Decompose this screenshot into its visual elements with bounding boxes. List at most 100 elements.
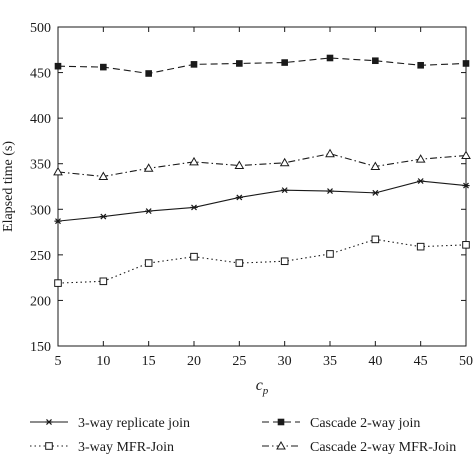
data-point [371,235,380,244]
y-tick-label: 450 [30,67,51,82]
x-axis-label: cp [256,377,269,397]
data-point-stroke [236,194,243,201]
data-point [190,204,198,211]
data-point [190,252,198,261]
x-axis-label-main: c [256,377,263,394]
legend-label: Cascade 2-way MFR-Join [310,440,456,455]
plot-frame [57,26,467,347]
y-tick-label: 350 [30,158,51,173]
legend-marker [277,418,285,426]
series-line [57,153,467,178]
legend-marker [276,440,286,450]
data-point [462,241,470,249]
data-point-stroke [281,187,288,194]
series-line [57,180,467,222]
series-1 [54,178,470,225]
x-tick-label: 50 [459,354,473,369]
legend-item: Cascade 2-way join [262,416,420,431]
x-tick-label: 30 [278,354,292,369]
legend-label: Cascade 2-way join [310,416,420,431]
data-point-stroke [191,204,197,211]
y-axis: 150 200 250 300 350 400 450 500 [30,21,466,355]
plot-area [57,26,467,347]
data-point [100,63,107,71]
legend-marker [45,419,53,425]
data-point [461,150,471,160]
x-tick-label: 10 [96,354,110,369]
data-point-stroke [463,182,469,189]
y-tick-label: 500 [30,21,51,36]
data-point [372,57,379,65]
x-tick-label: 15 [142,354,156,369]
data-point-stroke [100,213,107,220]
data-point [54,62,62,70]
data-point [417,61,424,69]
data-point [279,157,290,167]
data-point [190,61,198,68]
data-point [53,166,63,176]
data-point [234,160,245,170]
data-point [144,259,153,267]
x-axis-label-sub: p [262,385,269,397]
series-4 [53,148,471,180]
y-tick-label: 400 [30,112,51,127]
data-point [99,213,107,220]
y-axis-label: Elapsed time (s) [1,141,16,232]
data-point [189,156,199,166]
series-layer [53,54,471,287]
legend: 3-way replicate join Cascade 2-way join 3-… [30,416,456,455]
data-point [462,60,470,67]
legend-item: Cascade 2-way MFR-Join [262,440,456,455]
data-point [99,277,108,286]
data-point-stroke [327,188,333,195]
data-point [326,250,334,258]
data-point-stroke [145,208,152,215]
data-point [326,188,334,195]
data-point-stroke [372,189,379,196]
x-tick-label: 5 [55,354,62,369]
data-point [236,60,243,67]
data-point [143,163,154,172]
data-point [145,208,153,215]
data-point [415,154,426,163]
y-tick-label: 300 [30,203,51,218]
legend-label: 3-way replicate join [78,416,190,431]
data-point [98,171,109,180]
data-point [54,279,62,287]
data-point [325,148,335,158]
y-tick-label: 150 [30,340,51,355]
legend-item: 3-way MFR-Join [30,440,174,455]
y-tick-label: 250 [30,249,51,264]
data-point-stroke [417,178,424,184]
legend-label: 3-way MFR-Join [78,440,174,455]
data-point [370,161,381,170]
data-point [54,218,62,225]
series-3 [54,235,470,287]
data-point [326,54,334,62]
data-point [281,187,289,194]
x-axis: 5 10 15 20 25 30 35 40 45 50 [55,27,473,369]
x-tick-label: 25 [232,354,246,369]
data-point [280,257,289,266]
y-tick-label: 200 [30,294,51,309]
data-point [145,70,152,77]
data-point [235,194,243,201]
data-point [417,178,425,184]
series-line [57,238,467,284]
x-tick-label: 20 [187,354,201,369]
series-line [57,57,467,75]
x-tick-label: 45 [414,354,428,369]
legend-item: 3-way replicate join [30,416,190,431]
x-tick-label: 40 [368,354,382,369]
data-point [371,189,379,196]
series-2 [54,54,470,77]
x-tick-label: 35 [323,354,337,369]
legend-marker-stroke [46,419,52,425]
data-point [462,182,470,189]
data-point-stroke [55,218,61,225]
data-point [416,242,425,251]
legend-marker [45,442,53,450]
data-point [281,59,288,66]
data-point [235,259,244,267]
